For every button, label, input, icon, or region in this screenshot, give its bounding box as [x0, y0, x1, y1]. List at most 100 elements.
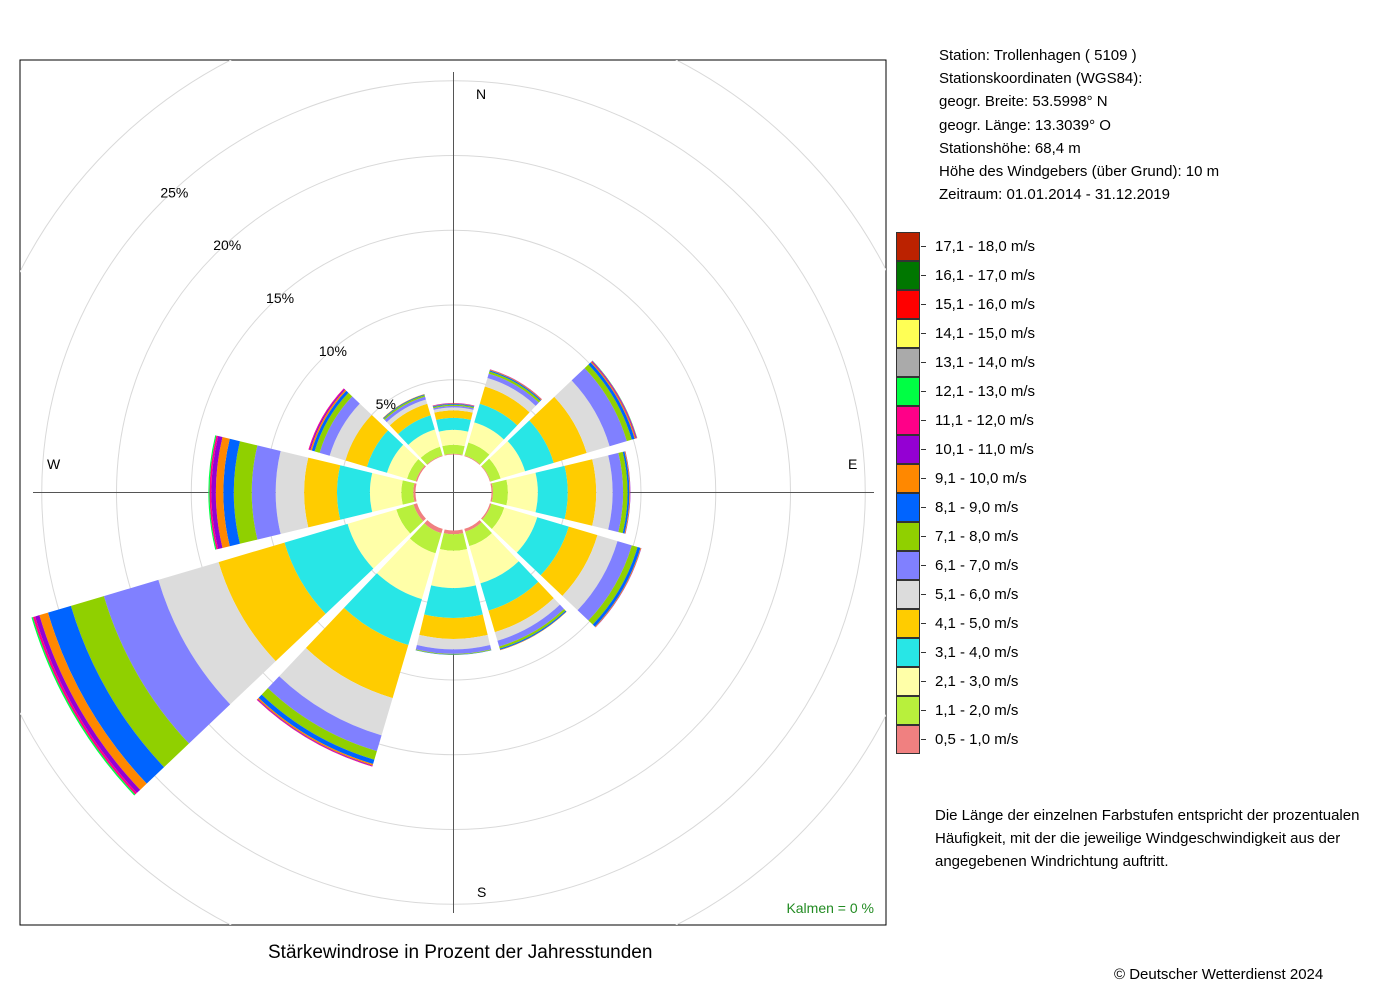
legend-label: 17,1 - 18,0 m/s	[935, 238, 1036, 255]
ring-label: 10%	[319, 343, 347, 359]
sector-segment	[464, 442, 490, 465]
sector-segment	[413, 503, 426, 522]
sector-segment	[469, 533, 519, 584]
sector-segment	[383, 395, 426, 420]
sector-segment	[386, 444, 419, 479]
sector-segment	[482, 503, 505, 529]
calm-label: Kalmen = 0 %	[786, 900, 874, 916]
sector-sse	[464, 520, 567, 651]
sector-segment	[480, 561, 539, 611]
legend-label: 6,1 - 7,0 m/s	[935, 557, 1019, 574]
legend-tick	[921, 507, 926, 508]
sector-segment	[516, 517, 569, 576]
legend-swatch	[896, 551, 920, 580]
sector-segment	[491, 507, 538, 553]
direction-label-w: W	[47, 456, 61, 472]
sector-segment	[366, 430, 404, 473]
sector-segment	[208, 435, 217, 550]
sector-segment	[468, 422, 504, 455]
legend-tick	[921, 478, 926, 479]
sector-nnw	[382, 393, 443, 465]
sector-segment	[464, 455, 481, 465]
sector-segment	[490, 483, 493, 502]
legend-swatch	[896, 609, 920, 638]
sector-segment	[507, 420, 554, 472]
sector-segment	[433, 405, 474, 410]
sector-segment	[70, 596, 189, 768]
sector-segment	[535, 465, 568, 520]
station-longitude: geogr. Länge: 13.3039° O	[939, 116, 1111, 134]
sector-segment	[279, 648, 393, 736]
sector-segment	[398, 415, 435, 445]
sector-segment	[329, 403, 372, 461]
legend-tick	[921, 565, 926, 566]
sector-segment	[416, 634, 491, 650]
sector-segment	[554, 380, 610, 454]
station-latitude: geogr. Breite: 53.5998° N	[939, 93, 1108, 111]
sensor-height: Höhe des Windgebers (über Grund): 10 m	[939, 163, 1220, 181]
ring-label: 15%	[266, 290, 294, 306]
sector-segment	[215, 437, 230, 548]
sector-segment	[345, 414, 388, 467]
legend-tick	[921, 391, 926, 392]
copyright: © Deutscher Wetterdienst 2024	[1114, 966, 1324, 983]
sector-segment	[489, 441, 526, 479]
sector-nne	[464, 369, 543, 465]
sector-segment	[415, 650, 492, 655]
legend-tick	[921, 652, 926, 653]
legend-label: 1,1 - 2,0 m/s	[935, 702, 1019, 719]
sector-segment	[39, 612, 147, 790]
legend-label: 3,1 - 4,0 m/s	[935, 644, 1019, 661]
sector-segment	[415, 465, 426, 482]
sector-segment	[618, 451, 628, 534]
sector-segment	[223, 438, 240, 547]
legend-swatch	[896, 464, 920, 493]
legend-tick	[921, 594, 926, 595]
sector-segment	[540, 526, 598, 596]
sector-segment	[564, 459, 597, 526]
sector-segment	[218, 542, 326, 662]
sector-segment	[584, 364, 632, 442]
coords-title: Stationskoordinaten (WGS84):	[939, 70, 1143, 88]
legend-label: 13,1 - 14,0 m/s	[935, 354, 1036, 371]
sector-segment	[424, 585, 483, 618]
sector-segment	[386, 399, 428, 426]
sector-segment	[432, 403, 475, 406]
sector-s	[415, 529, 492, 655]
sector-wnw	[308, 388, 426, 482]
legend-tick	[921, 420, 926, 421]
sector-segment	[465, 522, 493, 547]
sector-segment	[436, 417, 471, 432]
legend-label: 9,1 - 10,0 m/s	[935, 470, 1027, 487]
sector-segment	[407, 459, 425, 482]
sector-segment	[592, 547, 641, 627]
sector-segment	[401, 480, 415, 505]
sector-segment	[384, 396, 426, 423]
legend-label: 0,5 - 1,0 m/s	[935, 731, 1019, 748]
sector-segment	[47, 605, 165, 784]
sector-segment	[442, 444, 465, 455]
legend-swatch	[896, 290, 920, 319]
legend-label: 16,1 - 17,0 m/s	[935, 267, 1036, 284]
chart-title: Stärkewindrose in Prozent der Jahresstun…	[268, 942, 653, 963]
sector-segment	[233, 441, 258, 544]
sector-segment	[426, 455, 443, 465]
legend-swatch	[896, 348, 920, 377]
sector-segment	[488, 371, 541, 403]
legend-swatch	[896, 377, 920, 406]
legend-swatch	[896, 493, 920, 522]
legend-label: 7,1 - 8,0 m/s	[935, 528, 1019, 545]
sector-segment	[479, 386, 530, 426]
sector-segment	[624, 451, 631, 534]
sector-segment	[369, 472, 403, 513]
sector-ssw	[256, 520, 443, 767]
sector-segment	[487, 373, 539, 406]
legend-swatch	[896, 522, 920, 551]
legend-swatch	[896, 319, 920, 348]
sector-wsw	[31, 503, 426, 796]
sector-segment	[481, 458, 501, 482]
sector-segment	[211, 435, 223, 550]
sector-segment	[481, 465, 491, 482]
sector-segment	[438, 429, 469, 447]
sector-segment	[499, 608, 566, 649]
